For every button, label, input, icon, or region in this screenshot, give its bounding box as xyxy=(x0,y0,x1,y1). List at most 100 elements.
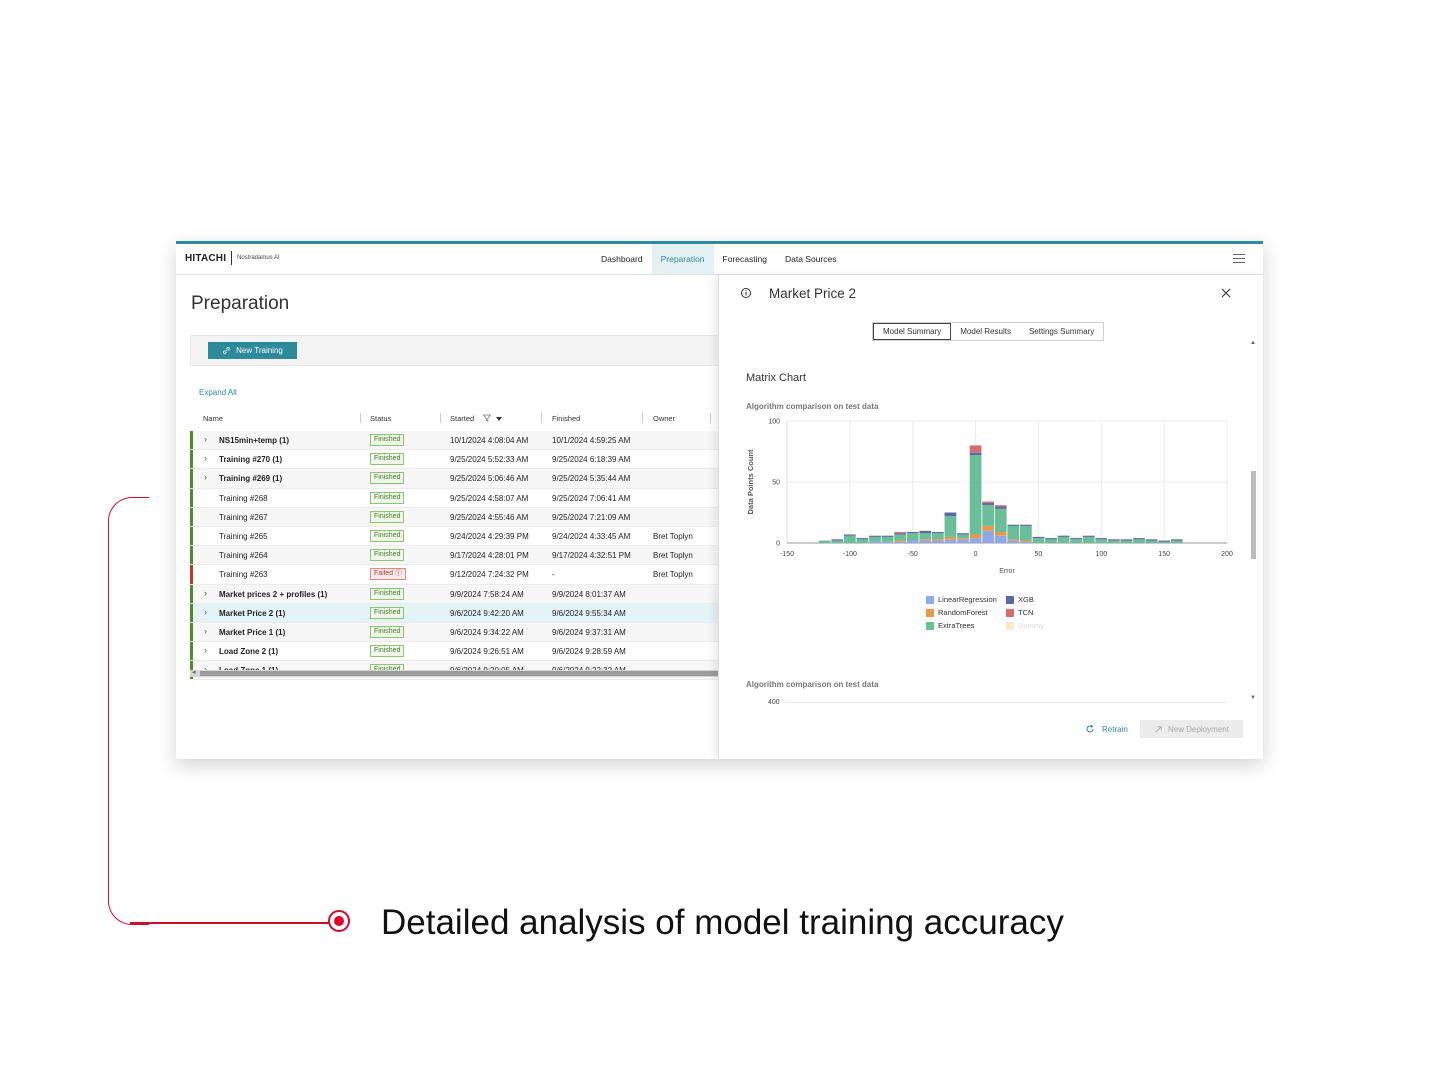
table-row[interactable]: › Market Price 2 (1) Finished 9/6/2024 9:42… xyxy=(190,603,730,623)
table-row[interactable]: › Market Price 1 (1) Finished 9/6/2024 9:34… xyxy=(190,622,730,643)
table-row[interactable]: › Training #270 (1) Finished 9/25/2024 5:52… xyxy=(190,450,730,470)
nav-preparation[interactable]: Preparation xyxy=(651,244,714,274)
status-badge: Finished xyxy=(370,529,405,542)
bar-segment xyxy=(1095,538,1108,540)
expand-all-link[interactable]: Expand All xyxy=(199,388,237,397)
bar-segment xyxy=(881,536,894,542)
new-training-label: New Training xyxy=(236,346,283,355)
scrollbar-thumb[interactable] xyxy=(200,671,720,676)
table-row[interactable]: › Training #269 (1) Finished 9/25/2024 5:06… xyxy=(190,469,730,489)
bar-segment xyxy=(1007,539,1020,541)
row-started: 9/25/2024 4:55:46 AM xyxy=(450,512,529,522)
row-finished: 9/25/2024 7:06:41 AM xyxy=(552,493,631,503)
legend-item[interactable]: XGB xyxy=(1006,595,1034,604)
bar-segment xyxy=(931,533,944,540)
row-status-indicator xyxy=(190,603,193,622)
vertical-scrollbar[interactable]: ▲ ▼ xyxy=(1250,340,1257,701)
scroll-down-icon[interactable]: ▼ xyxy=(1250,695,1256,701)
y-tick-label: 100 xyxy=(768,419,780,426)
bar-segment xyxy=(944,539,957,543)
table-row[interactable]: Training #267 Finished 9/25/2024 4:55:46 A… xyxy=(190,507,730,527)
column-divider[interactable] xyxy=(440,413,441,423)
deploy-icon xyxy=(1155,725,1162,733)
bar-segment xyxy=(1145,540,1158,543)
legend-item[interactable]: LinearRegression xyxy=(926,595,997,604)
bar-segment xyxy=(881,541,894,543)
chevron-right-icon[interactable]: › xyxy=(204,664,207,674)
table-row[interactable]: › Market prices 2 + profiles (1) Finished 9… xyxy=(190,584,730,604)
row-finished: 9/25/2024 6:18:39 AM xyxy=(552,455,631,465)
column-finished[interactable]: Finished xyxy=(552,414,581,423)
table-row[interactable]: Training #268 Finished 9/25/2024 4:58:07 A… xyxy=(190,488,730,508)
section-title: Matrix Chart xyxy=(746,372,806,384)
column-divider[interactable] xyxy=(710,413,711,423)
tab-model-results[interactable]: Model Results xyxy=(960,327,1011,336)
chevron-right-icon[interactable]: › xyxy=(204,645,207,656)
chevron-right-icon[interactable]: › xyxy=(204,472,207,483)
bar-segment xyxy=(1007,525,1020,540)
horizontal-scrollbar[interactable]: ◂ xyxy=(190,669,730,677)
bar-segment xyxy=(982,505,995,526)
chevron-right-icon[interactable]: › xyxy=(204,587,207,598)
tab-model-summary[interactable]: Model Summary xyxy=(873,323,952,340)
preparation-view: Preparation New Training Expand All Name… xyxy=(176,275,732,759)
callout-dot xyxy=(328,910,350,932)
row-status-indicator xyxy=(190,546,193,565)
chevron-right-icon[interactable]: › xyxy=(204,453,207,464)
table-row[interactable]: Training #263 Failed ⓘ 9/12/2024 7:24:32 P… xyxy=(190,565,730,585)
legend-item[interactable]: ExtraTrees xyxy=(926,621,974,630)
legend-item[interactable]: Dummy xyxy=(1006,621,1044,630)
new-training-button[interactable]: New Training xyxy=(208,342,297,359)
new-deployment-button[interactable]: New Deployment xyxy=(1140,720,1243,738)
bar-segment xyxy=(1057,535,1070,537)
close-icon[interactable] xyxy=(1220,287,1232,299)
chevron-right-icon[interactable]: › xyxy=(204,625,207,636)
table-row[interactable]: › Load Zone 2 (1) Finished 9/6/2024 9:26:51… xyxy=(190,642,730,662)
row-finished: 9/25/2024 5:35:44 AM xyxy=(552,474,631,484)
tab-settings-summary[interactable]: Settings Summary xyxy=(1028,327,1095,336)
column-divider[interactable] xyxy=(642,413,643,423)
bar-segment xyxy=(1082,535,1095,537)
row-started: 10/1/2024 4:08:04 AM xyxy=(450,436,529,445)
column-divider[interactable] xyxy=(360,413,361,423)
legend-item[interactable]: TCN xyxy=(1006,608,1033,617)
column-status[interactable]: Status xyxy=(370,414,392,423)
row-owner: Bret Toplyn xyxy=(653,570,693,580)
row-started: 9/17/2024 4:28:01 PM xyxy=(450,551,529,561)
column-name[interactable]: Name xyxy=(203,414,224,423)
row-status-indicator xyxy=(190,507,193,526)
nav-dashboard[interactable]: Dashboard xyxy=(601,254,643,264)
legend-label: LinearRegression xyxy=(938,595,997,604)
product-name: Nostradamus AI xyxy=(237,255,280,261)
scroll-left-icon[interactable]: ◂ xyxy=(192,669,196,676)
chart-title: Algorithm comparison on test data xyxy=(746,402,879,411)
histogram-chart: -150 -100 -50 0 50 100 150 200 0 50 100 Error Data P… xyxy=(746,419,1233,576)
bar-segment xyxy=(1032,538,1045,543)
hamburger-menu-icon[interactable] xyxy=(1233,254,1245,263)
row-status-indicator xyxy=(190,565,193,584)
bar-segment xyxy=(869,536,881,542)
scrollbar-thumb[interactable] xyxy=(1251,471,1256,559)
row-status-indicator xyxy=(190,622,193,642)
sort-desc-icon[interactable] xyxy=(496,417,502,421)
legend-item[interactable]: RandomForest xyxy=(926,608,988,617)
filter-icon[interactable] xyxy=(483,414,491,422)
table-row[interactable]: Training #265 Finished 9/24/2024 4:29:39 P… xyxy=(190,526,730,547)
nav-forecasting[interactable]: Forecasting xyxy=(722,254,767,264)
bar-segment xyxy=(931,540,944,543)
table-row[interactable]: Training #264 Finished 9/17/2024 4:28:01 P… xyxy=(190,546,730,566)
scroll-up-icon[interactable]: ▲ xyxy=(1250,340,1256,346)
table-row[interactable]: › NS15min+temp (1) Finished 10/1/2024 4:08:… xyxy=(190,431,730,451)
retrain-button[interactable]: Retrain xyxy=(1085,724,1128,734)
column-started[interactable]: Started xyxy=(450,414,475,423)
x-tick-label: -150 xyxy=(780,551,794,558)
row-finished: 9/6/2024 9:55:34 AM xyxy=(552,608,626,618)
column-owner[interactable]: Owner xyxy=(653,414,676,423)
bar-segment xyxy=(1019,524,1032,526)
row-finished: 9/17/2024 4:32:51 PM xyxy=(552,551,631,561)
chevron-right-icon[interactable]: › xyxy=(204,434,207,444)
column-divider[interactable] xyxy=(541,413,542,423)
nav-data-sources[interactable]: Data Sources xyxy=(784,254,837,264)
legend-label: XGB xyxy=(1018,595,1034,604)
chevron-right-icon[interactable]: › xyxy=(204,606,207,617)
